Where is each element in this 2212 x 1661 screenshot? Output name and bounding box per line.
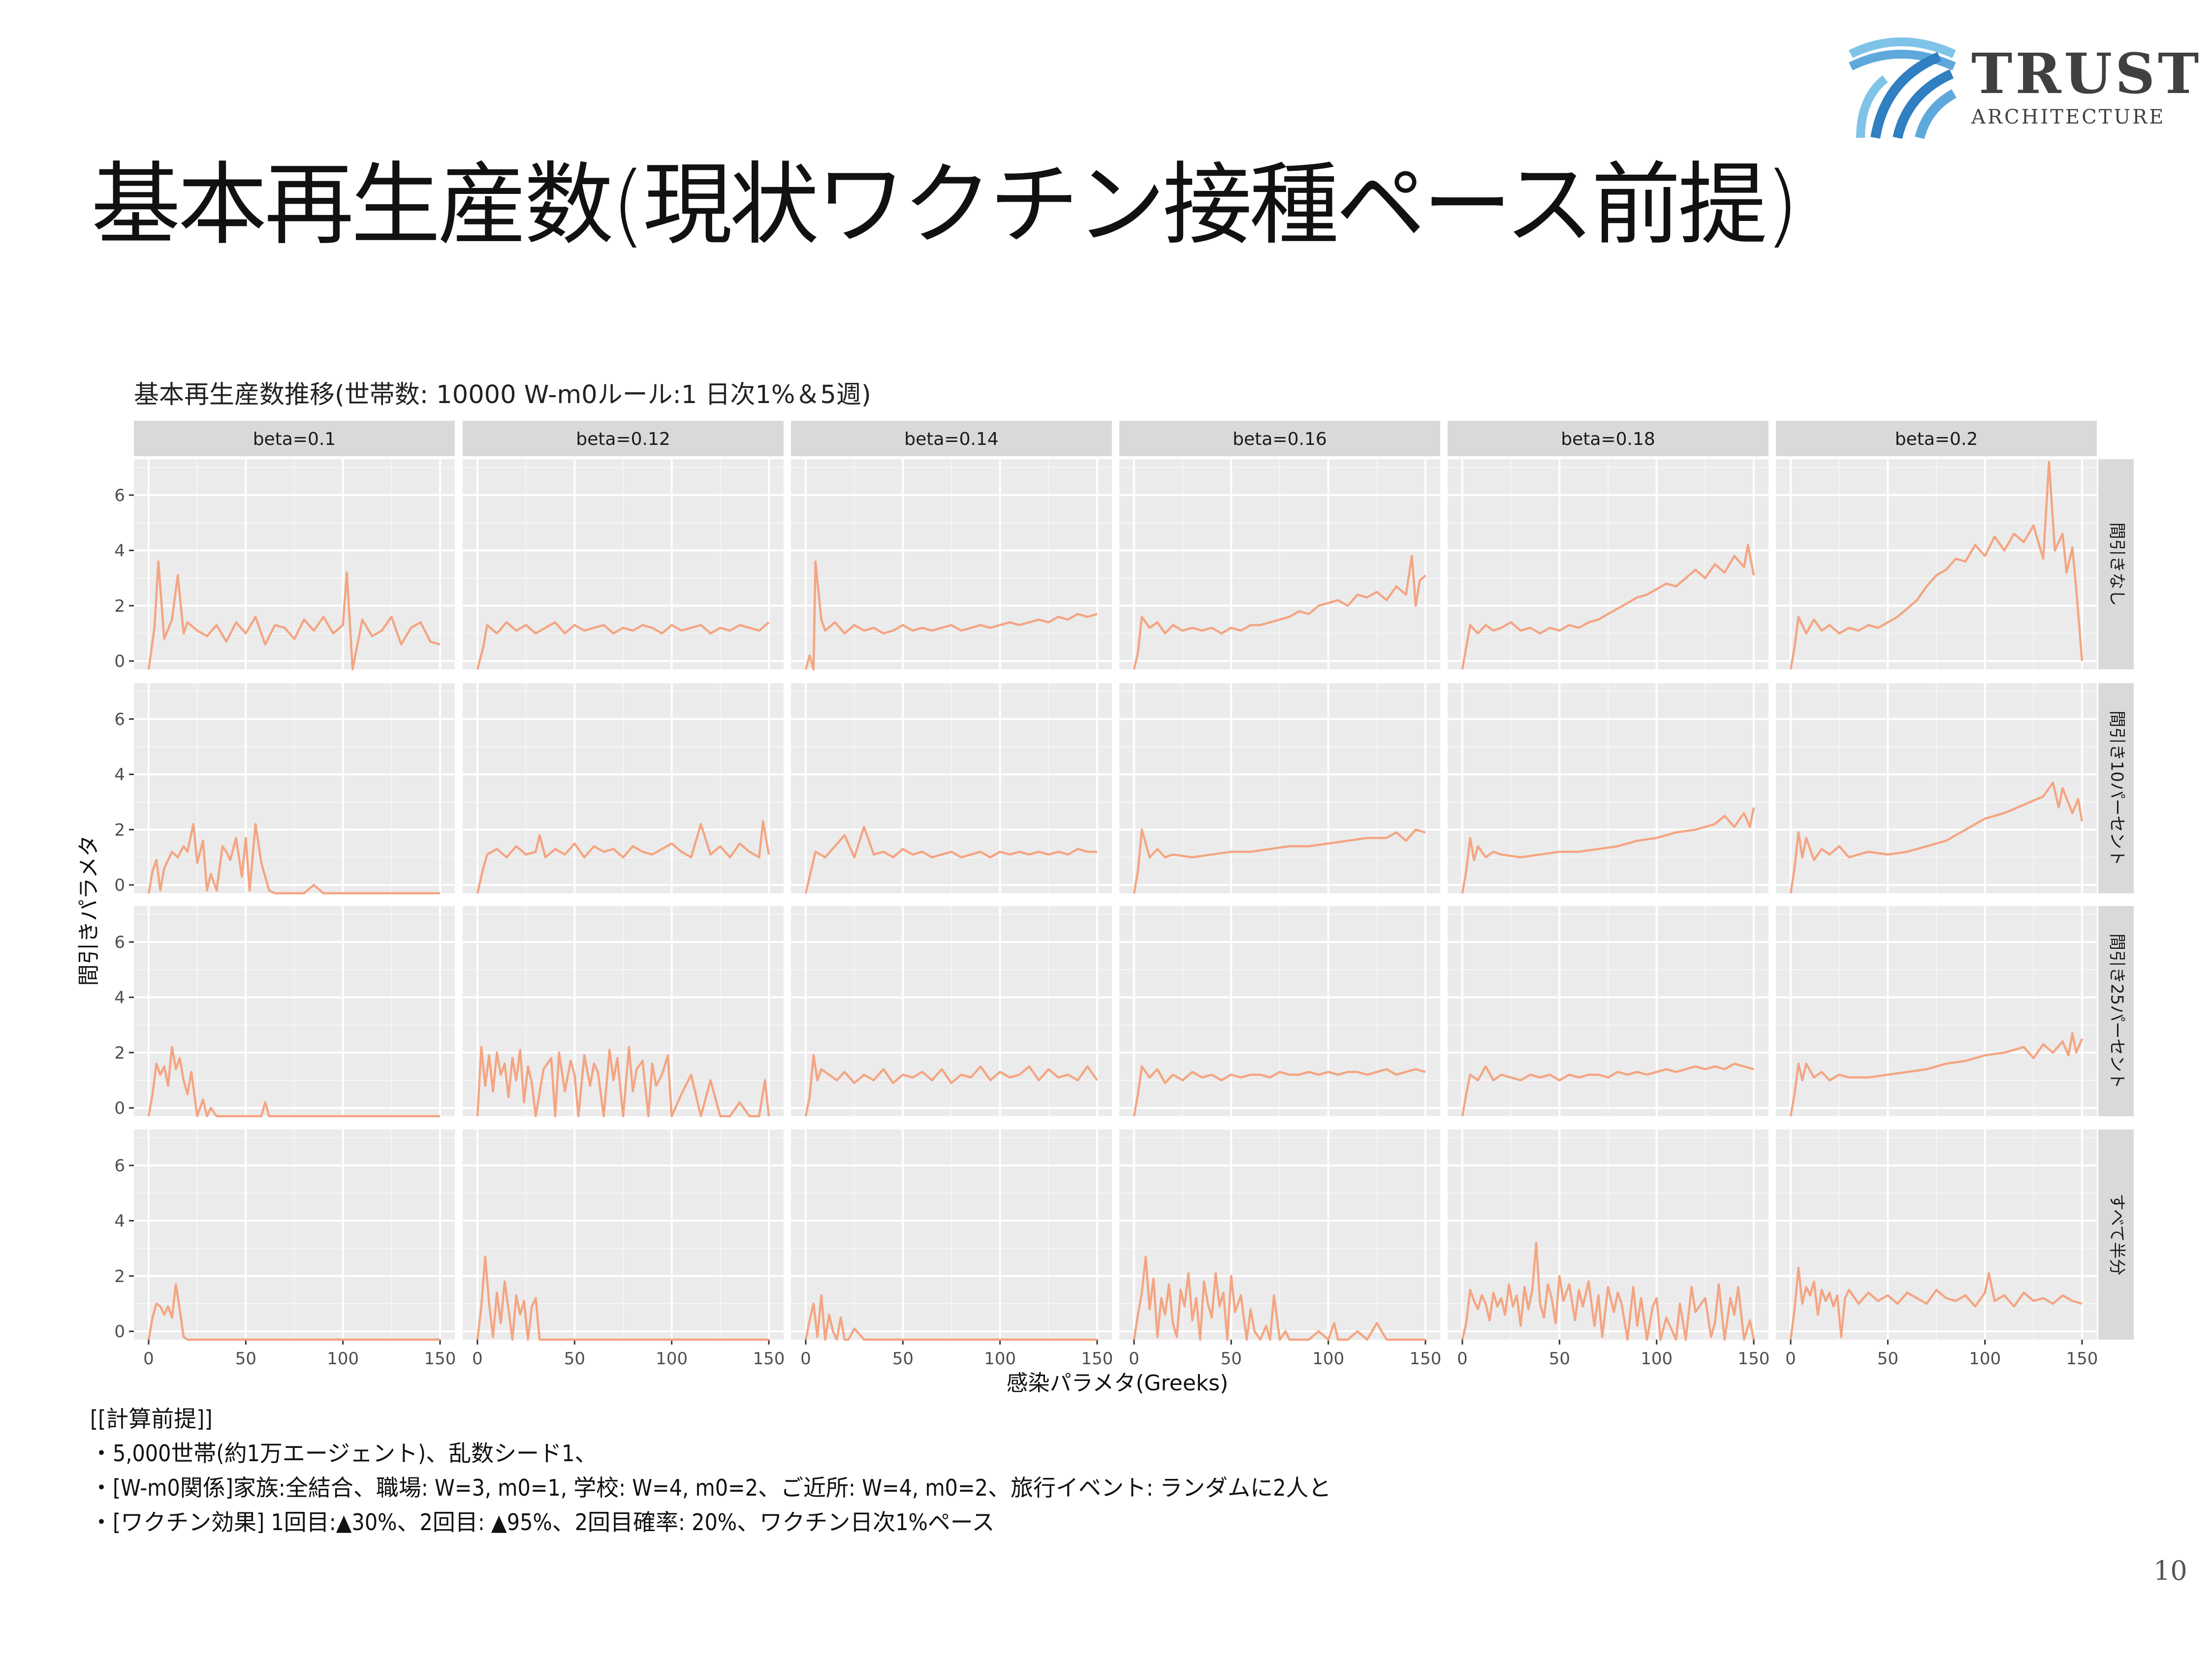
assumption-line: ・5,000世帯(約1万エージェント)、乱数シード1、 xyxy=(90,1440,598,1467)
series-line xyxy=(1789,1032,2084,1117)
series-line xyxy=(1133,555,1426,670)
series-line xyxy=(476,1255,769,1341)
x-tick-label: 100 xyxy=(327,1349,359,1369)
y-tick-label: 4 xyxy=(114,988,125,1007)
chart-title: 基本再生産数推移(世帯数: 10000 W-m0ルール:1 日次1%＆5週) xyxy=(134,380,871,409)
facet-strip-row xyxy=(2098,683,2134,893)
x-axis-title: 感染パラメタ(Greeks) xyxy=(1007,1371,1229,1396)
page-number: 10 xyxy=(2153,1555,2187,1586)
series-line xyxy=(1789,782,2084,894)
facet-row-label: 間引き25パーセント xyxy=(2107,934,2127,1089)
assumption-line: ・[ワクチン効果] 1回目:▲30%、2回目: ▲95%、2回目確率: 20%、… xyxy=(90,1509,995,1536)
y-tick-label: 4 xyxy=(114,765,125,784)
logo-text: TRUST ARCHITECTURE xyxy=(1971,42,2202,129)
series-line xyxy=(147,560,441,671)
facet-column-label: beta=0.12 xyxy=(576,429,670,449)
y-tick-label: 0 xyxy=(114,1322,125,1342)
x-tick-label: 150 xyxy=(1738,1349,1770,1369)
x-tick-label: 100 xyxy=(1312,1349,1344,1369)
series-line xyxy=(476,1046,770,1118)
series-line xyxy=(1133,828,1426,894)
x-tick-label: 150 xyxy=(424,1349,456,1369)
x-tick-label: 50 xyxy=(1221,1349,1242,1369)
y-tick-label: 6 xyxy=(114,1156,125,1176)
facet-strip-column xyxy=(1776,421,2097,456)
facet-column-label: beta=0.14 xyxy=(904,429,999,449)
logo-sub: ARCHITECTURE xyxy=(1971,106,2166,128)
trust-architecture-logo-icon xyxy=(1848,37,1957,139)
series-line xyxy=(1789,1266,2083,1340)
series-line xyxy=(1461,1242,1755,1341)
x-tick-label: 0 xyxy=(800,1349,811,1369)
facet-strip-row xyxy=(2098,459,2134,669)
facet-column-label: beta=0.18 xyxy=(1561,429,1655,449)
facet-row-label: 間引き10パーセント xyxy=(2107,711,2127,866)
facet-row-label: 間引きなし xyxy=(2107,523,2127,606)
assumptions-heading: [[計算前提]] xyxy=(90,1406,213,1432)
y-tick-label: 2 xyxy=(114,820,125,840)
series-line xyxy=(804,560,1098,671)
series-line xyxy=(804,1054,1098,1117)
facet-column-label: beta=0.1 xyxy=(253,429,336,449)
facet-strip-column xyxy=(1119,421,1440,456)
y-tick-label: 6 xyxy=(114,486,125,505)
x-tick-label: 0 xyxy=(1129,1349,1139,1369)
y-tick-label: 0 xyxy=(114,1098,125,1118)
x-tick-label: 100 xyxy=(1641,1349,1673,1369)
y-tick-label: 0 xyxy=(114,876,125,895)
series-line xyxy=(1789,461,2084,670)
x-tick-label: 0 xyxy=(1785,1349,1796,1369)
series-line xyxy=(147,1283,440,1341)
y-tick-label: 0 xyxy=(114,652,125,671)
facet-strip-column xyxy=(134,421,455,456)
facet-strip-row xyxy=(2098,1129,2134,1340)
x-tick-label: 150 xyxy=(753,1349,785,1369)
facet-strip-column xyxy=(1448,421,1769,456)
series-line xyxy=(1133,1255,1425,1341)
x-tick-label: 150 xyxy=(1410,1349,1442,1369)
x-tick-label: 50 xyxy=(1549,1349,1570,1369)
x-tick-label: 150 xyxy=(1081,1349,1113,1369)
facet-row-label: すべて半分 xyxy=(2107,1193,2127,1275)
y-axis-title: 間引きパラメタ xyxy=(76,835,101,986)
page-title: 基本再生産数(現状ワクチン接種ペース前提) xyxy=(91,153,1800,257)
y-tick-label: 2 xyxy=(114,1267,125,1286)
facet-strip-column xyxy=(463,421,784,456)
series-line xyxy=(476,621,770,670)
x-tick-label: 50 xyxy=(1877,1349,1898,1369)
series-line xyxy=(476,820,770,894)
assumptions-block: [[計算前提]] ・5,000世帯(約1万エージェント)、乱数シード1、 ・[W… xyxy=(90,1402,1331,1539)
x-tick-label: 50 xyxy=(892,1349,914,1369)
facet-column-label: beta=0.16 xyxy=(1232,429,1327,449)
series-line xyxy=(1133,1065,1426,1117)
x-tick-label: 100 xyxy=(1969,1349,2001,1369)
series-line xyxy=(804,825,1097,894)
y-tick-label: 6 xyxy=(114,933,125,952)
x-tick-label: 0 xyxy=(143,1349,154,1369)
y-tick-label: 6 xyxy=(114,710,125,729)
y-tick-label: 4 xyxy=(114,541,125,561)
series-line xyxy=(1461,807,1755,894)
series-line xyxy=(147,1046,440,1118)
facet-strip-column xyxy=(791,421,1112,456)
x-tick-label: 100 xyxy=(656,1349,688,1369)
logo-name: TRUST xyxy=(1971,42,2202,106)
x-tick-label: 50 xyxy=(564,1349,585,1369)
y-tick-label: 2 xyxy=(114,596,125,616)
x-tick-label: 0 xyxy=(1457,1349,1468,1369)
series-line xyxy=(147,823,440,895)
series-line xyxy=(804,1294,1097,1341)
facet-column-label: beta=0.2 xyxy=(1895,429,1978,449)
x-tick-label: 100 xyxy=(984,1349,1016,1369)
y-tick-label: 4 xyxy=(114,1211,125,1231)
assumption-line: ・[W-m0関係]家族:全結合、職場: W=3, m0=1, 学校: W=4, … xyxy=(90,1474,1331,1501)
series-line xyxy=(1461,543,1755,670)
x-tick-label: 50 xyxy=(235,1349,256,1369)
facet-strip-row xyxy=(2098,906,2134,1116)
x-tick-label: 0 xyxy=(472,1349,483,1369)
x-tick-label: 150 xyxy=(2066,1349,2098,1369)
series-line xyxy=(1461,1063,1754,1117)
y-tick-label: 2 xyxy=(114,1043,125,1063)
